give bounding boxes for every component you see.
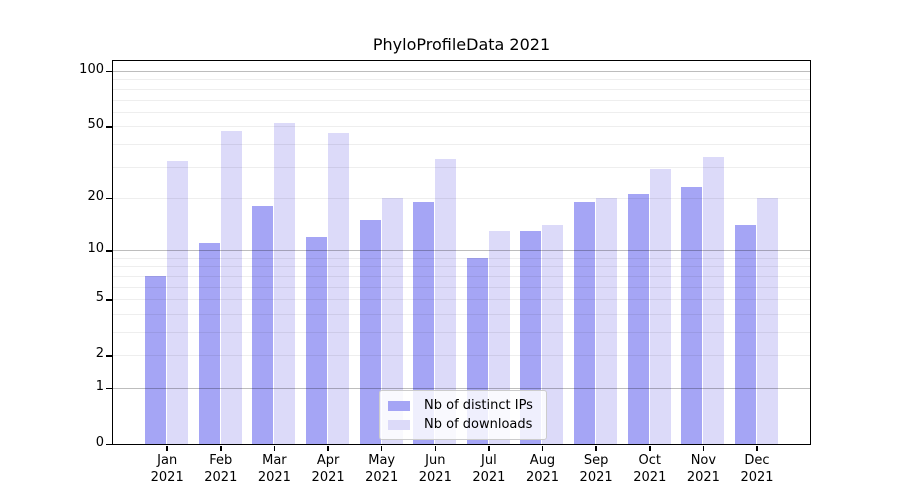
x-tick-mark — [380, 446, 383, 451]
x-tick-label-oct: Oct 2021 — [633, 453, 667, 485]
gridline-90 — [113, 79, 810, 81]
gridline-50 — [113, 126, 810, 128]
x-tick-mark — [220, 446, 222, 451]
gridline-4 — [113, 313, 810, 315]
gridline-60 — [113, 111, 810, 113]
legend-item-distinct-ips: Nb of distinct IPs — [388, 396, 538, 415]
x-tick-label-apr: Apr 2021 — [311, 453, 345, 485]
bar-downloads-mar — [274, 123, 296, 444]
legend-label-downloads: Nb of downloads — [424, 417, 533, 432]
bar-distinct-ips-may — [359, 219, 381, 444]
x-tick-label-sep: Sep 2021 — [579, 453, 613, 485]
gridline-8 — [113, 266, 810, 268]
bar-downloads-dec — [756, 197, 778, 444]
x-tick-label-jul: Jul 2021 — [472, 453, 506, 485]
gridline-20 — [113, 197, 810, 199]
bar-distinct-ips-sep — [574, 201, 595, 444]
x-tick-mark — [756, 446, 758, 451]
bar-distinct-ips-feb — [198, 243, 220, 444]
x-tick-mark — [166, 446, 168, 451]
y-tick-label-0: 0 — [95, 435, 104, 450]
y-tick-mark — [106, 126, 112, 128]
gridline-6 — [113, 286, 810, 288]
legend-swatch-distinct-ips — [388, 400, 410, 411]
bar-distinct-ips-oct — [627, 194, 649, 444]
legend-swatch-downloads — [388, 419, 410, 430]
bar-downloads-sep — [596, 197, 617, 444]
bar-downloads-jan — [167, 161, 189, 444]
x-tick-label-jan: Jan 2021 — [150, 453, 184, 485]
gridline-1 — [113, 388, 810, 389]
y-tick-mark — [106, 299, 112, 301]
legend-label-distinct-ips: Nb of distinct IPs — [424, 398, 533, 413]
y-tick-mark — [106, 250, 112, 252]
bar-distinct-ips-dec — [734, 225, 756, 444]
gridline-80 — [113, 88, 810, 90]
bar-downloads-apr — [328, 132, 349, 444]
x-tick-mark — [595, 446, 597, 451]
y-tick-label-5: 5 — [95, 290, 104, 306]
y-tick-label-50: 50 — [87, 117, 104, 133]
legend: Nb of distinct IPs Nb of downloads — [379, 390, 547, 440]
gridline-40 — [113, 143, 810, 145]
y-tick-label-1: 1 — [95, 379, 104, 394]
x-tick-label-aug: Aug 2021 — [525, 453, 560, 485]
gridline-100 — [113, 71, 810, 72]
bar-downloads-may — [381, 197, 403, 444]
x-tick-mark — [434, 446, 437, 451]
gridline-30 — [113, 166, 810, 168]
bar-downloads-oct — [649, 169, 671, 444]
bar-downloads-aug — [542, 225, 564, 444]
x-tick-mark — [702, 446, 705, 451]
gridline-10 — [113, 250, 810, 252]
y-tick-mark — [106, 443, 112, 446]
bar-distinct-ips-apr — [306, 236, 327, 444]
bar-distinct-ips-nov — [681, 187, 703, 444]
chart-title: PhyloProfileData 2021 — [372, 35, 551, 54]
x-tick-mark — [273, 446, 276, 451]
y-tick-label-2: 2 — [95, 346, 104, 362]
gridline-7 — [113, 275, 810, 277]
x-tick-mark — [488, 446, 490, 451]
x-tick-label-jun: Jun 2021 — [418, 453, 452, 485]
gridline-3 — [113, 332, 810, 333]
bar-downloads-jun — [435, 159, 457, 444]
gridline-5 — [113, 299, 810, 301]
x-tick-label-mar: Mar 2021 — [257, 453, 291, 485]
y-tick-label-20: 20 — [87, 188, 104, 204]
gridline-9 — [113, 257, 810, 259]
bar-downloads-feb — [220, 131, 242, 444]
y-tick-mark — [106, 197, 112, 200]
y-tick-label-100: 100 — [79, 62, 104, 77]
gridline-2 — [113, 355, 810, 357]
x-tick-mark — [327, 446, 329, 451]
x-tick-label-nov: Nov 2021 — [686, 453, 720, 485]
bar-distinct-ips-jan — [145, 275, 167, 444]
y-tick-mark — [106, 387, 112, 390]
gridline-70 — [113, 99, 810, 101]
y-tick-mark — [106, 355, 112, 357]
y-tick-label-10: 10 — [87, 241, 104, 257]
y-tick-mark — [106, 70, 112, 73]
x-tick-label-feb: Feb 2021 — [204, 453, 238, 485]
bar-downloads-nov — [703, 156, 725, 444]
x-tick-mark — [649, 446, 651, 451]
bar-distinct-ips-jun — [413, 201, 435, 444]
bar-distinct-ips-mar — [252, 206, 274, 444]
x-tick-mark — [541, 446, 544, 451]
plot-area: Nb of distinct IPs Nb of downloads — [112, 60, 811, 445]
legend-item-downloads: Nb of downloads — [388, 415, 538, 434]
x-tick-label-may: May 2021 — [365, 453, 399, 485]
x-tick-label-dec: Dec 2021 — [740, 453, 774, 485]
